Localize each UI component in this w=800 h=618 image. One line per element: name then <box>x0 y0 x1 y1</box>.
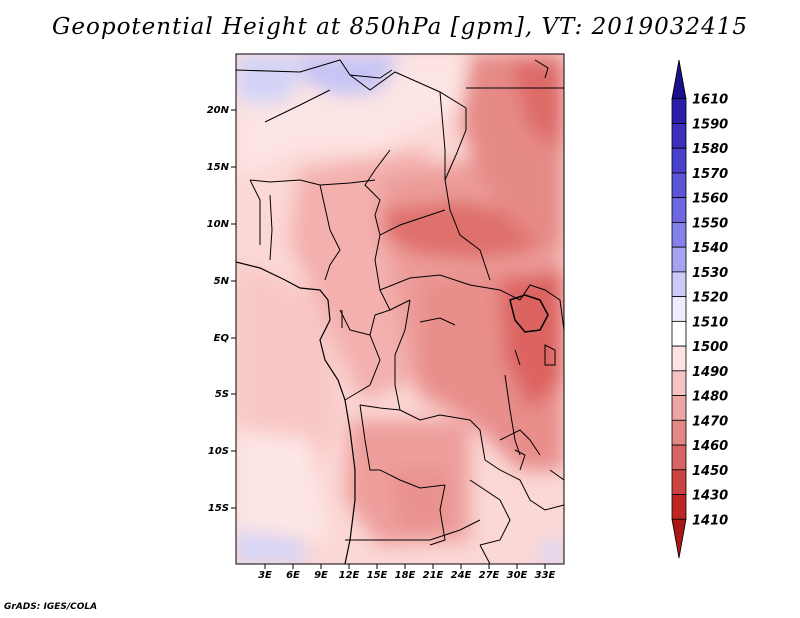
lon-tick-6e: 6E <box>286 564 300 581</box>
svg-text:3E: 3E <box>258 570 272 581</box>
colorbar-label: 1410 <box>692 513 728 528</box>
latitude-axis: 20N 15N 10N 5N EQ 5S 10S 15S <box>207 105 236 514</box>
colorbar-label: 1490 <box>692 365 728 380</box>
colorbar-label: 1520 <box>692 291 728 306</box>
lon-tick-3e: 3E <box>258 564 272 581</box>
svg-text:5N: 5N <box>214 276 230 287</box>
colorbar-bin <box>671 518 687 559</box>
svg-text:15E: 15E <box>367 570 388 581</box>
colorbar-label: 1590 <box>692 117 728 132</box>
colorbar-label: 1560 <box>692 192 728 207</box>
lat-tick-5s: 5S <box>215 389 236 400</box>
colorbar-bin <box>671 345 687 372</box>
colorbar-bin <box>671 419 687 446</box>
lat-tick-15n: 15N <box>207 162 236 173</box>
colorbar-bin <box>671 98 687 124</box>
svg-text:30E: 30E <box>507 570 528 581</box>
svg-text:6E: 6E <box>286 570 300 581</box>
lat-tick-20n: 20N <box>207 105 236 116</box>
lat-tick-10s: 10S <box>208 446 236 457</box>
colorbar-bin <box>671 320 687 347</box>
map-frame <box>235 53 565 565</box>
colorbar-label: 1480 <box>692 390 728 405</box>
svg-text:12E: 12E <box>339 570 360 581</box>
lon-tick-15e: 15E <box>367 564 388 581</box>
svg-text:5S: 5S <box>215 389 229 400</box>
lon-tick-30e: 30E <box>507 564 528 581</box>
country-boundaries <box>236 59 564 564</box>
svg-text:15N: 15N <box>207 162 230 173</box>
svg-text:EQ: EQ <box>214 333 230 344</box>
colorbar-label: 1530 <box>692 266 728 281</box>
svg-text:15S: 15S <box>208 503 229 514</box>
svg-text:10S: 10S <box>208 446 229 457</box>
colorbar-label: 1430 <box>692 489 728 504</box>
colorbar-bin <box>671 197 687 223</box>
lon-tick-24e: 24E <box>451 564 472 581</box>
lon-tick-27e: 27E <box>479 564 500 581</box>
colorbar-label: 1550 <box>692 216 728 231</box>
grads-credit: GrADS: IGES/COLA <box>4 602 98 612</box>
lat-tick-5n: 5N <box>214 276 236 287</box>
lon-tick-21e: 21E <box>423 564 444 581</box>
colorbar-bin <box>671 370 687 396</box>
colorbar-bin <box>671 147 687 174</box>
colorbar-label: 1500 <box>692 340 728 355</box>
lon-tick-12e: 12E <box>339 564 360 581</box>
colorbar-bin <box>671 59 687 100</box>
svg-text:21E: 21E <box>423 570 444 581</box>
colorbar-label: 1580 <box>692 142 728 157</box>
colorbar-bin <box>671 296 687 322</box>
lat-tick-10n: 10N <box>207 219 236 230</box>
svg-text:24E: 24E <box>451 570 472 581</box>
colorbar-bin <box>671 469 687 495</box>
svg-text:27E: 27E <box>479 570 500 581</box>
svg-text:33E: 33E <box>535 570 556 581</box>
lon-tick-18e: 18E <box>395 564 416 581</box>
colorbar-label: 1540 <box>692 241 728 256</box>
height-field <box>236 54 564 564</box>
colorbar-label: 1510 <box>692 315 728 330</box>
lat-tick-15s: 15S <box>208 503 236 514</box>
colorbar-bin <box>671 222 687 248</box>
svg-text:10N: 10N <box>207 219 230 230</box>
colorbar-bin <box>671 494 687 520</box>
colorbar-bin <box>671 172 687 199</box>
colorbar-label: 1470 <box>692 414 728 429</box>
longitude-axis: 3E 6E 9E 12E 15E 18E 21E 24E 27E 30E 33E <box>258 564 556 581</box>
colorbar-label: 1610 <box>692 93 728 108</box>
colorbar-bin <box>671 271 687 298</box>
lat-tick-eq: EQ <box>214 333 236 344</box>
svg-text:9E: 9E <box>314 570 328 581</box>
colorbar-bin <box>671 123 687 149</box>
colorbar-label: 1450 <box>692 464 728 479</box>
svg-text:18E: 18E <box>395 570 416 581</box>
colorbar-bin <box>671 395 687 421</box>
colorbar-bin <box>671 246 687 273</box>
lon-tick-33e: 33E <box>535 564 556 581</box>
chart-title: Geopotential Height at 850hPa [gpm], VT:… <box>52 14 748 40</box>
colorbar-label: 1460 <box>692 439 728 454</box>
colorbar-label: 1570 <box>692 167 728 182</box>
svg-text:20N: 20N <box>207 105 230 116</box>
colorbar: 1610 1590 1580 1570 1560 1550 1540 1530 1520 1510… <box>671 59 728 559</box>
colorbar-bin <box>671 444 687 471</box>
lon-tick-9e: 9E <box>314 564 328 581</box>
